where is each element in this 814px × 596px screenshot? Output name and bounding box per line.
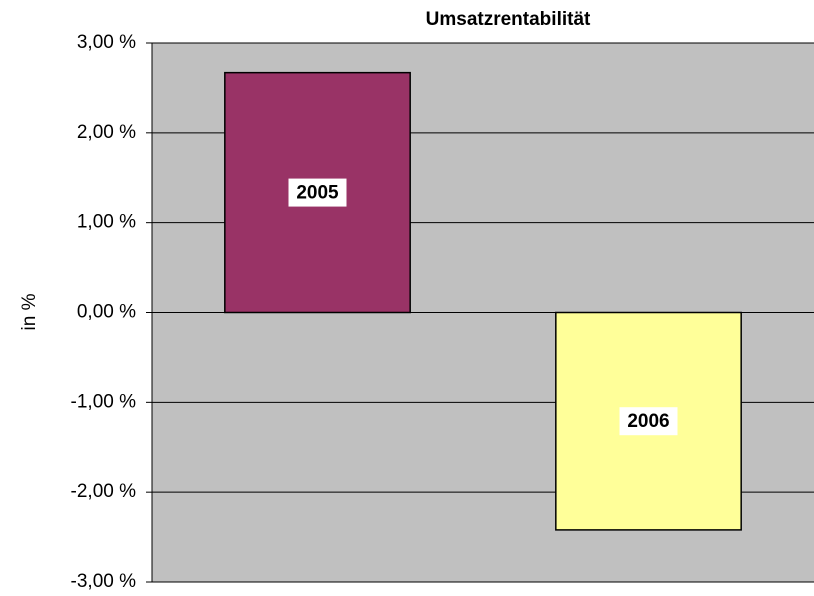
y-tick-label: 0,00 % <box>77 302 136 323</box>
y-tick-label: -1,00 % <box>71 391 137 412</box>
data-label-bg <box>288 178 347 207</box>
data-label: 2006 <box>627 411 669 432</box>
y-axis-label: in % <box>19 293 40 330</box>
y-tick-label: 3,00 % <box>77 32 136 53</box>
y-tick-label: -2,00 % <box>71 481 137 502</box>
data-label: 2005 <box>296 183 339 204</box>
chart-title: Umsatzrentabilität <box>426 9 591 30</box>
data-label-bg <box>619 407 678 436</box>
y-tick-label: 1,00 % <box>77 212 136 233</box>
y-tick-label: -3,00 % <box>71 571 137 592</box>
y-tick-label: 2,00 % <box>77 122 136 143</box>
